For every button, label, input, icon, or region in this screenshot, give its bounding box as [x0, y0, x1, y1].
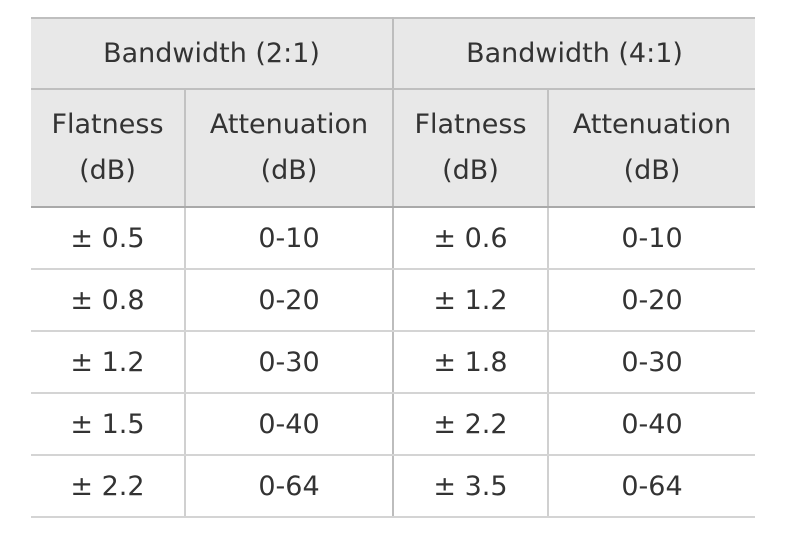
table-row: ± 1.5 0-40 ± 2.2 0-40 — [31, 393, 755, 456]
table-row: ± 0.8 0-20 ± 1.2 0-20 — [31, 269, 755, 332]
table-header: Bandwidth (2:1) Bandwidth (4:1) Flatness… — [31, 17, 755, 208]
bandwidth-spec-table: Bandwidth (2:1) Bandwidth (4:1) Flatness… — [31, 17, 755, 518]
column-header-label: Flatness — [414, 109, 527, 140]
column-header-attenuation-4-1: Attenuation (dB) — [548, 89, 755, 208]
cell-flatness-2-1: ± 0.5 — [31, 207, 186, 270]
cell-attenuation-4-1: 0-64 — [548, 455, 755, 518]
cell-flatness-4-1: ± 0.6 — [393, 207, 549, 270]
column-header-unit: (dB) — [623, 155, 681, 186]
cell-flatness-2-1: ± 1.2 — [31, 331, 186, 394]
column-header-unit: (dB) — [442, 155, 499, 186]
column-header-attenuation-2-1: Attenuation (dB) — [185, 89, 394, 208]
cell-attenuation-4-1: 0-10 — [548, 207, 755, 270]
cell-attenuation-2-1: 0-64 — [185, 455, 394, 518]
cell-flatness-2-1: ± 1.5 — [31, 393, 186, 456]
group-header-row: Bandwidth (2:1) Bandwidth (4:1) — [31, 17, 755, 90]
column-header-row: Flatness (dB) Attenuation (dB) Flatness … — [31, 89, 755, 208]
cell-attenuation-4-1: 0-20 — [548, 269, 755, 332]
column-header-label: Attenuation — [572, 109, 732, 140]
cell-attenuation-2-1: 0-20 — [185, 269, 394, 332]
cell-attenuation-4-1: 0-30 — [548, 331, 755, 394]
cell-flatness-4-1: ± 1.8 — [393, 331, 549, 394]
cell-attenuation-4-1: 0-40 — [548, 393, 755, 456]
cell-attenuation-2-1: 0-10 — [185, 207, 394, 270]
cell-flatness-2-1: ± 0.8 — [31, 269, 186, 332]
column-header-unit: (dB) — [260, 155, 318, 186]
cell-flatness-4-1: ± 2.2 — [393, 393, 549, 456]
column-header-flatness-4-1: Flatness (dB) — [393, 89, 549, 208]
cell-flatness-2-1: ± 2.2 — [31, 455, 186, 518]
group-header-2-1: Bandwidth (2:1) — [31, 17, 394, 90]
column-header-unit: (dB) — [79, 155, 136, 186]
column-header-flatness-2-1: Flatness (dB) — [31, 89, 186, 208]
cell-attenuation-2-1: 0-30 — [185, 331, 394, 394]
table-row: ± 2.2 0-64 ± 3.5 0-64 — [31, 455, 755, 518]
table-row: ± 1.2 0-30 ± 1.8 0-30 — [31, 331, 755, 394]
table-body: ± 0.5 0-10 ± 0.6 0-10 ± 0.8 0-20 ± 1.2 0… — [31, 207, 755, 518]
table-row: ± 0.5 0-10 ± 0.6 0-10 — [31, 207, 755, 270]
column-header-label: Attenuation — [209, 109, 369, 140]
group-header-4-1: Bandwidth (4:1) — [393, 17, 755, 90]
cell-flatness-4-1: ± 3.5 — [393, 455, 549, 518]
cell-attenuation-2-1: 0-40 — [185, 393, 394, 456]
cell-flatness-4-1: ± 1.2 — [393, 269, 549, 332]
column-header-label: Flatness — [51, 109, 164, 140]
